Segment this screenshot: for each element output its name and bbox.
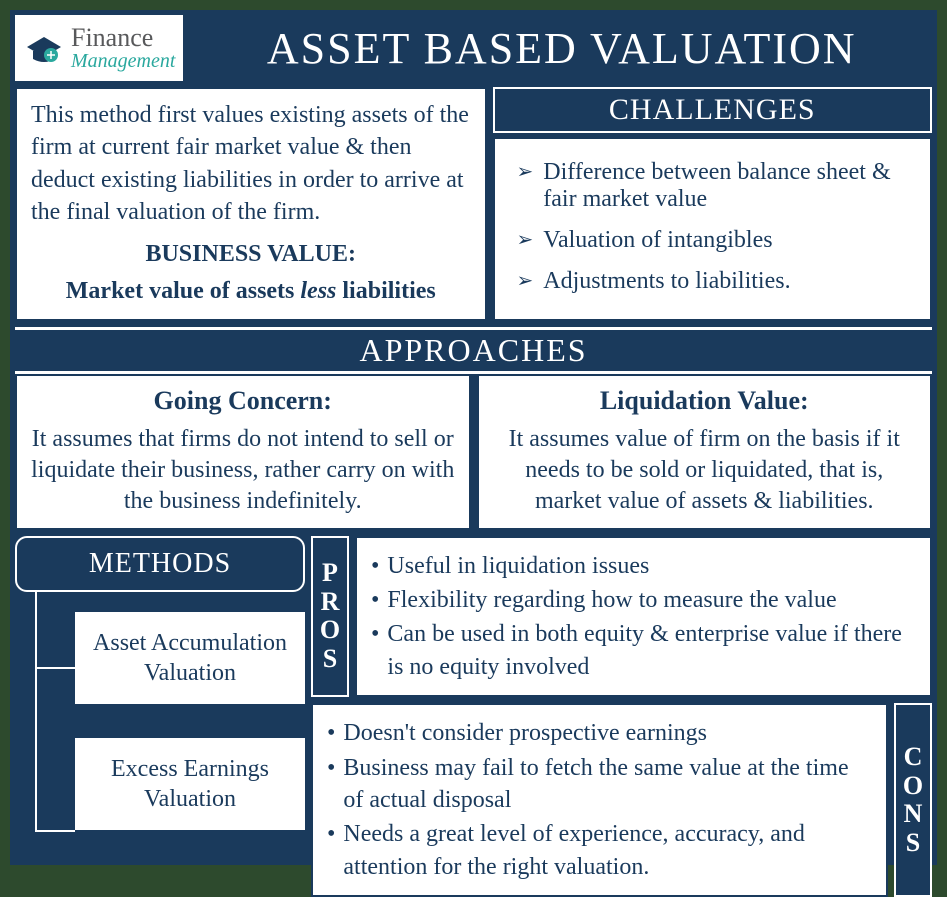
intro-text: This method first values existing assets… <box>31 99 471 229</box>
logo-icon <box>23 27 65 69</box>
con-text: Business may fail to fetch the same valu… <box>343 752 872 817</box>
challenge-text: Valuation of intangibles <box>543 227 772 254</box>
pros-content: •Useful in liquidation issues •Flexibili… <box>355 536 932 698</box>
bv-post: liabilities <box>336 278 435 304</box>
logo-text-top: Finance <box>71 25 175 51</box>
arrow-icon: ➢ <box>517 159 534 213</box>
approaches-row: Going Concern: It assumes that firms do … <box>15 374 932 530</box>
con-item: •Business may fail to fetch the same val… <box>327 752 872 817</box>
bullet-icon: • <box>327 752 335 817</box>
challenges-column: CHALLENGES ➢Difference between balance s… <box>493 87 933 321</box>
con-text: Doesn't consider prospective earnings <box>343 717 707 749</box>
con-item: •Doesn't consider prospective earnings <box>327 717 872 749</box>
tree-line-horizontal <box>35 830 75 832</box>
methods-header: METHODS <box>15 536 305 592</box>
liquidation-desc: It assumes value of firm on the basis if… <box>493 424 917 518</box>
pros-label: PROS <box>311 536 349 698</box>
pro-item: •Flexibility regarding how to measure th… <box>371 584 916 616</box>
bv-italic: less <box>300 278 336 304</box>
con-text: Needs a great level of experience, accur… <box>343 818 872 883</box>
intro-challenges-row: This method first values existing assets… <box>15 87 932 321</box>
con-item: •Needs a great level of experience, accu… <box>327 818 872 883</box>
main-title: ASSET BASED VALUATION <box>191 23 932 74</box>
logo-text: Finance Management <box>71 25 175 71</box>
arrow-icon: ➢ <box>517 227 534 254</box>
challenge-text: Adjustments to liabilities. <box>543 268 790 295</box>
methods-column: METHODS Asset Accumulation Valuation Exc… <box>15 536 305 897</box>
approaches-header: APPROACHES <box>15 327 932 374</box>
pro-text: Useful in liquidation issues <box>387 550 649 582</box>
method-item: Excess Earnings Valuation <box>75 738 305 830</box>
header-row: Finance Management ASSET BASED VALUATION <box>15 15 932 81</box>
liquidation-value-box: Liquidation Value: It assumes value of f… <box>477 374 933 530</box>
going-concern-box: Going Concern: It assumes that firms do … <box>15 374 471 530</box>
going-concern-desc: It assumes that firms do not intend to s… <box>31 424 455 518</box>
intro-box: This method first values existing assets… <box>15 87 487 321</box>
liquidation-title: Liquidation Value: <box>493 386 917 416</box>
method-item: Asset Accumulation Valuation <box>75 612 305 704</box>
bullet-icon: • <box>371 618 379 683</box>
challenges-header: CHALLENGES <box>493 87 933 133</box>
arrow-icon: ➢ <box>517 268 534 295</box>
pro-item: •Useful in liquidation issues <box>371 550 916 582</box>
infographic-container: Finance Management ASSET BASED VALUATION… <box>10 10 937 865</box>
bullet-icon: • <box>327 717 335 749</box>
bullet-icon: • <box>371 550 379 582</box>
bv-pre: Market value of assets <box>66 278 301 304</box>
business-value-formula: Market value of assets less liabilities <box>31 278 471 305</box>
tree-line-horizontal <box>35 667 75 669</box>
logo-text-bottom: Management <box>71 51 175 71</box>
challenge-item: ➢ Valuation of intangibles <box>517 227 917 254</box>
bullet-icon: • <box>371 584 379 616</box>
pro-text: Flexibility regarding how to measure the… <box>387 584 836 616</box>
pros-cons-column: PROS •Useful in liquidation issues •Flex… <box>311 536 932 897</box>
cons-row: •Doesn't consider prospective earnings •… <box>311 703 932 897</box>
logo: Finance Management <box>15 15 183 81</box>
challenge-item: ➢ Adjustments to liabilities. <box>517 268 917 295</box>
bullet-icon: • <box>327 818 335 883</box>
cons-content: •Doesn't consider prospective earnings •… <box>311 703 888 897</box>
bottom-section: METHODS Asset Accumulation Valuation Exc… <box>15 536 932 897</box>
going-concern-title: Going Concern: <box>31 386 455 416</box>
pro-item: •Can be used in both equity & enterprise… <box>371 618 916 683</box>
challenge-item: ➢Difference between balance sheet & fair… <box>517 159 917 213</box>
business-value-label: BUSINESS VALUE: <box>31 241 471 268</box>
challenges-list: ➢Difference between balance sheet & fair… <box>493 137 933 321</box>
cons-label: CONS <box>894 703 932 897</box>
tree-line-vertical <box>35 592 37 832</box>
challenge-text: Difference between balance sheet & fair … <box>543 159 916 213</box>
pro-text: Can be used in both equity & enterprise … <box>387 618 916 683</box>
pros-row: PROS •Useful in liquidation issues •Flex… <box>311 536 932 698</box>
methods-tree: Asset Accumulation Valuation Excess Earn… <box>15 592 305 897</box>
